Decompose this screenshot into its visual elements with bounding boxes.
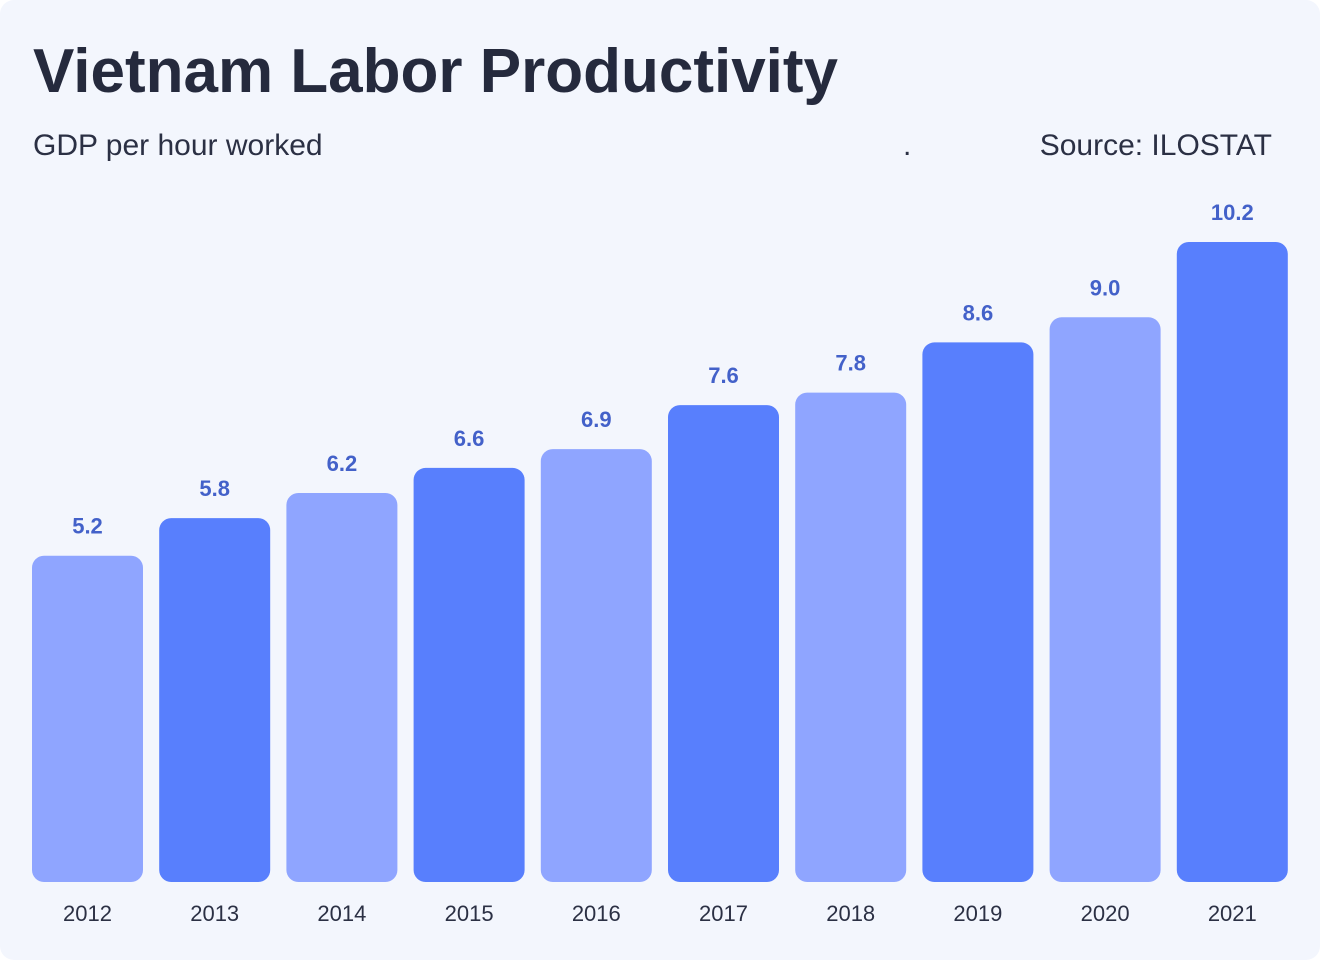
bar-2017 <box>668 405 779 882</box>
x-tick-label-2016: 2016 <box>572 901 621 926</box>
x-tick-label-2019: 2019 <box>953 901 1002 926</box>
bar-2013 <box>159 518 271 882</box>
chart-title: Vietnam Labor Productivity <box>33 37 839 106</box>
x-tick-label-2015: 2015 <box>445 901 494 926</box>
x-tick-label-2018: 2018 <box>826 901 875 926</box>
bar-2012 <box>32 555 143 882</box>
value-label-2018: 7.8 <box>835 351 866 376</box>
subtitle-separator: . <box>903 129 912 162</box>
x-tick-label-2014: 2014 <box>317 901 366 926</box>
source-note: Source: ILOSTAT <box>1039 129 1272 162</box>
x-tick-label-2013: 2013 <box>190 901 239 926</box>
value-label-2015: 6.6 <box>454 426 485 451</box>
value-label-2021: 10.2 <box>1211 200 1254 225</box>
bar-2014 <box>286 493 398 882</box>
value-label-2012: 5.2 <box>72 514 103 539</box>
bar-2016 <box>540 449 652 882</box>
bar-2015 <box>413 467 525 882</box>
value-label-2017: 7.6 <box>708 363 739 388</box>
x-tick-label-2020: 2020 <box>1081 901 1130 926</box>
x-tick-label-2012: 2012 <box>63 901 112 926</box>
x-tick-label-2017: 2017 <box>699 901 748 926</box>
value-label-2013: 5.8 <box>199 476 230 501</box>
value-label-2014: 6.2 <box>327 451 358 476</box>
bar-2021 <box>1176 242 1288 882</box>
bar-2020 <box>1049 317 1161 882</box>
value-label-2020: 9.0 <box>1090 275 1121 300</box>
x-tick-label-2021: 2021 <box>1208 901 1257 926</box>
value-label-2019: 8.6 <box>963 300 994 325</box>
chart-subtitle: GDP per hour worked <box>33 129 323 162</box>
bar-2018 <box>795 392 907 882</box>
value-label-2016: 6.9 <box>581 407 612 432</box>
bar-2019 <box>922 342 1034 882</box>
